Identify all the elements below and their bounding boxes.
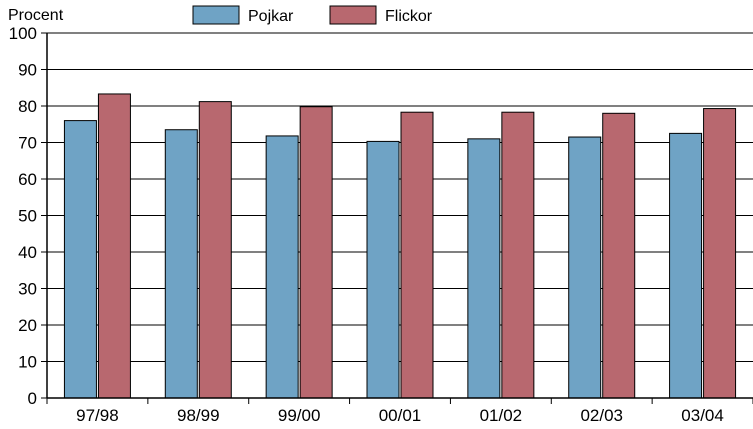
- legend: Pojkar Flickor: [192, 5, 433, 25]
- bar-flickor-02-03: [602, 112, 636, 399]
- bar-pojkar-01-02: [467, 138, 501, 399]
- bar-pojkar-00-01: [366, 140, 400, 399]
- y-tick-label: 20: [18, 316, 37, 335]
- y-tick-label: 70: [18, 134, 37, 153]
- bar-pojkar-97-98: [63, 120, 97, 399]
- legend-swatch-pojkar: [192, 5, 240, 25]
- x-tick-label: 00/01: [379, 406, 422, 425]
- y-tick-label: 0: [28, 389, 37, 408]
- x-axis-ticks: 97/98 98/99 99/00 00/01 01/02 02/03 03/04: [46, 398, 753, 425]
- x-tick-label: 99/00: [278, 406, 321, 425]
- bar-pojkar-02-03: [568, 136, 602, 399]
- y-tick-label: 10: [18, 353, 37, 372]
- y-axis-ticks: 0 10 20 30 40 50 60 70 80 90 100: [9, 24, 47, 408]
- y-tick-label: 90: [18, 61, 37, 80]
- legend-swatch-flickor: [329, 5, 377, 25]
- bar-flickor-99-00: [299, 106, 333, 399]
- y-axis-unit-label: Procent: [8, 7, 64, 24]
- x-tick-label: 03/04: [681, 406, 724, 425]
- y-tick-label: 80: [18, 97, 37, 116]
- y-tick-label: 100: [9, 24, 37, 43]
- legend-label-pojkar: Pojkar: [248, 8, 294, 25]
- bar-pojkar-99-00: [265, 135, 299, 399]
- bar-pojkar-03-04: [669, 132, 703, 399]
- x-tick-label: 01/02: [480, 406, 523, 425]
- bar-flickor-97-98: [97, 93, 131, 399]
- y-tick-label: 50: [18, 207, 37, 226]
- gridlines: [47, 32, 753, 362]
- y-tick-label: 60: [18, 170, 37, 189]
- bar-pojkar-98-99: [164, 129, 198, 399]
- x-tick-label: 98/99: [177, 406, 220, 425]
- bar-flickor-01-02: [501, 111, 535, 399]
- x-tick-label: 97/98: [76, 406, 119, 425]
- bar-flickor-98-99: [198, 101, 232, 399]
- axes: [46, 33, 753, 399]
- legend-label-flickor: Flickor: [385, 8, 433, 25]
- x-tick-label: 02/03: [580, 406, 623, 425]
- y-tick-label: 30: [18, 280, 37, 299]
- y-tick-label: 40: [18, 243, 37, 262]
- bar-flickor-00-01: [400, 111, 434, 399]
- bar-flickor-03-04: [703, 108, 737, 399]
- bars: [63, 93, 737, 399]
